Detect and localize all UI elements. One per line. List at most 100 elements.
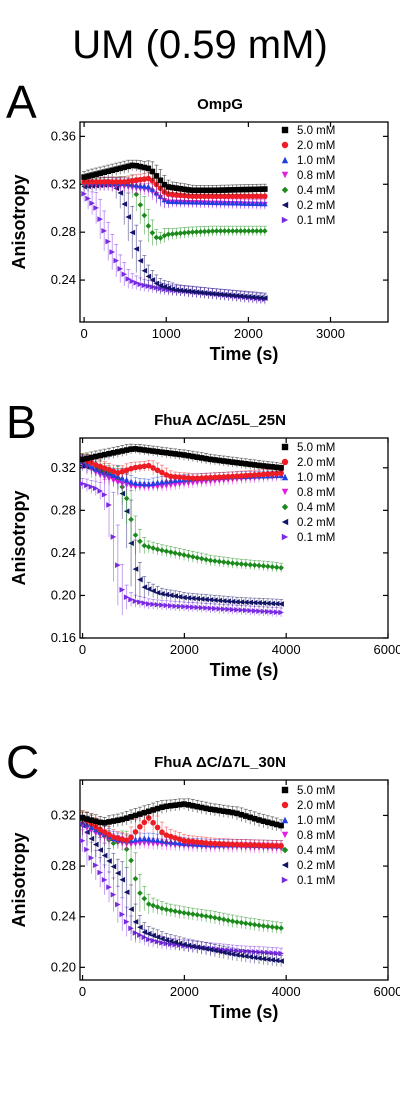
data-point xyxy=(260,842,267,849)
data-point xyxy=(137,446,143,453)
data-point xyxy=(205,290,212,297)
data-point xyxy=(262,295,268,301)
legend-marker xyxy=(281,171,289,179)
data-point xyxy=(176,474,183,480)
data-point xyxy=(229,199,236,206)
data-point xyxy=(216,597,223,604)
data-point xyxy=(185,838,192,844)
data-point xyxy=(212,840,218,847)
data-point xyxy=(247,842,254,848)
data-point xyxy=(97,847,103,853)
data-point xyxy=(256,471,262,478)
data-point xyxy=(189,193,196,200)
data-point xyxy=(247,954,254,960)
data-point xyxy=(106,884,112,890)
y-tick-label: 0.20 xyxy=(51,587,76,602)
data-point xyxy=(242,813,249,819)
data-point xyxy=(97,869,103,876)
data-point xyxy=(237,293,244,299)
panel-label: B xyxy=(6,396,37,448)
data-point xyxy=(193,198,200,205)
data-point xyxy=(198,455,205,461)
y-tick-label: 0.28 xyxy=(51,502,76,517)
data-point xyxy=(167,473,174,480)
data-point xyxy=(233,193,240,200)
data-point xyxy=(185,595,192,601)
data-point xyxy=(220,559,227,565)
data-point xyxy=(247,921,254,927)
data-point xyxy=(185,452,192,459)
data-point xyxy=(110,450,117,456)
data-point xyxy=(119,816,126,823)
data-point xyxy=(177,230,184,236)
data-point xyxy=(278,470,284,476)
data-point xyxy=(119,468,126,475)
data-point xyxy=(190,595,196,602)
legend-marker xyxy=(281,846,289,854)
data-point xyxy=(242,472,249,479)
data-point xyxy=(225,598,231,605)
data-point xyxy=(173,287,180,293)
data-point xyxy=(190,943,196,950)
data-point xyxy=(177,287,184,294)
y-tick-label: 0.32 xyxy=(51,460,76,475)
data-point xyxy=(238,952,245,959)
legend: 5.0 mM 2.0 mM 1.0 mM 0.8 mM 0.4 mM 0.2 mM 0.1 … xyxy=(281,125,335,227)
data-point xyxy=(242,953,249,960)
data-point xyxy=(249,294,256,300)
data-point xyxy=(177,198,184,205)
data-point xyxy=(128,834,134,841)
data-point xyxy=(269,464,276,470)
data-point xyxy=(203,913,209,919)
data-point xyxy=(249,193,256,200)
panels: A OmpG 0 1000 2000 3000 0.24 0.28 0.32 0.36 Time (… xyxy=(6,76,400,1022)
data-point xyxy=(260,608,267,615)
data-point xyxy=(172,482,178,488)
data-point xyxy=(181,474,187,481)
data-point xyxy=(269,609,276,615)
x-tick-label: 2000 xyxy=(170,642,199,657)
series-2-0-mM xyxy=(80,810,284,851)
data-point xyxy=(198,839,205,846)
data-point xyxy=(150,807,156,813)
data-point xyxy=(141,835,148,842)
data-point xyxy=(257,200,264,207)
data-point xyxy=(172,593,178,599)
data-point xyxy=(176,909,183,915)
data-point xyxy=(256,955,262,962)
data-point xyxy=(141,183,148,189)
data-point xyxy=(212,457,218,463)
data-point xyxy=(225,228,232,234)
data-point xyxy=(167,592,174,599)
data-point xyxy=(110,834,117,840)
data-point xyxy=(129,229,136,236)
y-axis-label: Anisotropy xyxy=(9,174,29,269)
data-point xyxy=(251,815,258,822)
plot-frame xyxy=(79,437,389,639)
data-point xyxy=(198,596,205,602)
data-point xyxy=(269,564,276,570)
data-point xyxy=(150,819,156,826)
data-point xyxy=(189,288,196,295)
data-point xyxy=(237,193,244,200)
data-point xyxy=(115,470,121,476)
data-point xyxy=(153,234,160,241)
data-point xyxy=(234,841,240,848)
data-point xyxy=(201,228,208,235)
data-point xyxy=(269,842,276,849)
data-point xyxy=(209,199,216,205)
legend-marker xyxy=(281,443,289,451)
data-point xyxy=(216,807,223,814)
data-point xyxy=(150,448,156,454)
data-point xyxy=(169,231,176,237)
data-point xyxy=(133,280,140,286)
x-axis-label: Time (s) xyxy=(210,660,279,680)
data-point xyxy=(141,584,148,591)
data-point xyxy=(245,228,252,234)
data-point xyxy=(88,855,95,861)
data-point xyxy=(154,589,161,596)
data-point xyxy=(278,925,284,931)
data-point xyxy=(141,895,148,902)
data-point xyxy=(150,932,156,939)
data-point xyxy=(251,462,258,468)
